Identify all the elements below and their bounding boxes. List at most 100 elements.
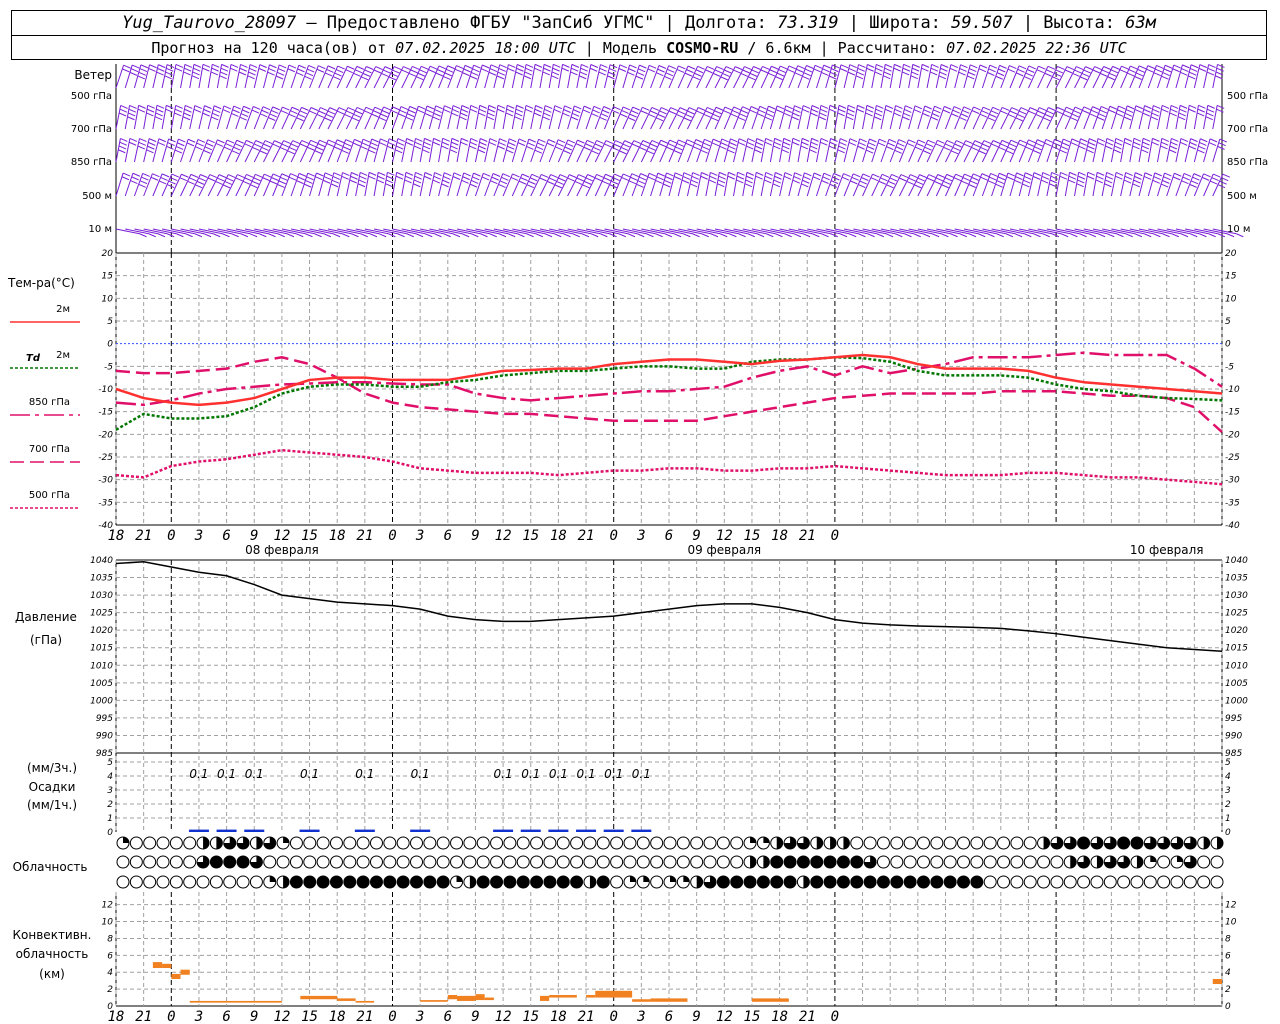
wind-barb-feather bbox=[148, 233, 156, 238]
wind-barb-feather bbox=[717, 179, 726, 184]
cloud-fill bbox=[730, 876, 743, 888]
wind-barb-feather bbox=[277, 183, 285, 188]
wind-barb bbox=[788, 172, 802, 197]
wind-barb-feather bbox=[600, 64, 608, 69]
wind-barb-staff bbox=[345, 139, 355, 163]
cloud-fill bbox=[250, 856, 263, 868]
wind-barb-feather bbox=[810, 112, 818, 117]
wind-barb-feather bbox=[804, 68, 813, 73]
wind-barb-feather bbox=[434, 109, 442, 114]
conv-cloud-bar bbox=[484, 997, 494, 1001]
wind-barb-staff bbox=[760, 66, 772, 89]
wind-barb-staff bbox=[1074, 228, 1099, 235]
wind-barb bbox=[364, 106, 382, 130]
wind-barb-staff bbox=[1101, 138, 1108, 163]
wind-barb bbox=[410, 105, 426, 130]
wind-barb-feather bbox=[1068, 175, 1077, 180]
wind-barb bbox=[917, 174, 936, 197]
wind-barb bbox=[281, 106, 300, 130]
wind-barb-feather bbox=[655, 179, 663, 184]
wind-barb-feather bbox=[605, 140, 614, 144]
wind-barb-staff bbox=[825, 228, 850, 235]
wind-barb-feather bbox=[435, 105, 443, 110]
wind-barb-feather bbox=[779, 65, 788, 70]
wind-barb-staff bbox=[465, 105, 472, 130]
cloud-symbol bbox=[236, 836, 250, 850]
cloud-circle bbox=[1117, 875, 1131, 889]
wind-barb-staff bbox=[945, 140, 957, 163]
wind-barb bbox=[484, 138, 498, 163]
wind-barb-staff bbox=[1064, 138, 1073, 163]
cloud-circle bbox=[396, 855, 410, 869]
wind-barb-feather bbox=[272, 106, 280, 111]
wind-barb-staff bbox=[751, 106, 761, 130]
wind-barb-staff bbox=[733, 172, 739, 197]
wind-barb-feather bbox=[1221, 177, 1229, 182]
wind-barb-staff bbox=[327, 228, 352, 235]
wind-barb-feather bbox=[787, 68, 795, 73]
wind-barb-feather bbox=[661, 107, 669, 111]
cloud-symbol bbox=[703, 875, 717, 889]
cloud-circle bbox=[916, 836, 930, 850]
wind-barb-feather bbox=[1088, 141, 1096, 146]
wind-barb bbox=[862, 173, 880, 197]
wind-barb-feather bbox=[176, 233, 184, 238]
wind-barb-feather bbox=[1042, 172, 1050, 176]
wind-barb-staff bbox=[419, 172, 426, 197]
wind-barb bbox=[493, 104, 506, 130]
wind-barb-feather bbox=[943, 146, 951, 151]
wind-barb-feather bbox=[449, 149, 458, 154]
wind-barb bbox=[1138, 137, 1151, 163]
wind-barb bbox=[705, 138, 721, 163]
wind-barb-feather bbox=[1044, 142, 1052, 147]
wind-barb-feather bbox=[518, 138, 527, 143]
wind-barb-feather bbox=[334, 72, 342, 77]
wind-barb-staff bbox=[1009, 139, 1021, 163]
wind-barb-staff bbox=[1138, 172, 1146, 197]
wind-barb-feather bbox=[564, 146, 572, 151]
wind-barb-feather bbox=[488, 141, 497, 146]
wind-barb bbox=[512, 228, 544, 238]
wind-barb bbox=[1000, 139, 1019, 163]
wind-barb-feather bbox=[1024, 172, 1033, 177]
wind-barb-feather bbox=[832, 176, 840, 181]
cloud-fill bbox=[490, 876, 503, 888]
wind-barb-feather bbox=[830, 71, 838, 76]
wind-barb-feather bbox=[756, 171, 764, 176]
wind-barb-staff bbox=[1092, 66, 1105, 89]
wind-barb-feather bbox=[1144, 172, 1153, 177]
wind-barb-feather bbox=[1138, 65, 1147, 70]
wind-barb bbox=[1101, 137, 1115, 163]
day-label: 10 февраля bbox=[1130, 543, 1204, 557]
wind-barb-feather bbox=[360, 76, 369, 81]
wind-barb-feather bbox=[1109, 72, 1117, 77]
wind-barb-feather bbox=[968, 233, 977, 238]
wind-barb-feather bbox=[736, 179, 744, 184]
wind-barb-feather bbox=[922, 233, 931, 238]
wind-barb-feather bbox=[1123, 116, 1132, 121]
wind-barb bbox=[779, 172, 793, 197]
cloud-symbol bbox=[930, 855, 944, 869]
wind-barb-feather bbox=[370, 142, 378, 147]
wind-barb-feather bbox=[989, 176, 997, 181]
wind-barb-feather bbox=[203, 149, 211, 154]
wind-barb-feather bbox=[267, 71, 275, 76]
wind-barb bbox=[594, 140, 614, 163]
wind-barb-feather bbox=[1083, 106, 1091, 111]
wind-barb-staff bbox=[401, 66, 413, 89]
cloud-symbol bbox=[223, 855, 237, 869]
wind-barb bbox=[152, 104, 165, 130]
wind-barb-staff bbox=[917, 64, 923, 89]
wind-barb-staff bbox=[723, 106, 735, 130]
wind-barb-feather bbox=[990, 110, 999, 115]
wind-barb-feather bbox=[1044, 72, 1052, 77]
wind-barb-feather bbox=[1094, 66, 1102, 71]
cloud-symbols bbox=[116, 836, 1224, 889]
wind-barb bbox=[622, 140, 641, 163]
wind-barb-feather bbox=[688, 107, 697, 112]
wind-barb-feather bbox=[452, 233, 461, 238]
wind-barb-feather bbox=[583, 146, 591, 151]
wind-barb-feather bbox=[575, 143, 584, 148]
wind-barb-feather bbox=[962, 177, 971, 182]
wind-barb-feather bbox=[479, 141, 487, 146]
